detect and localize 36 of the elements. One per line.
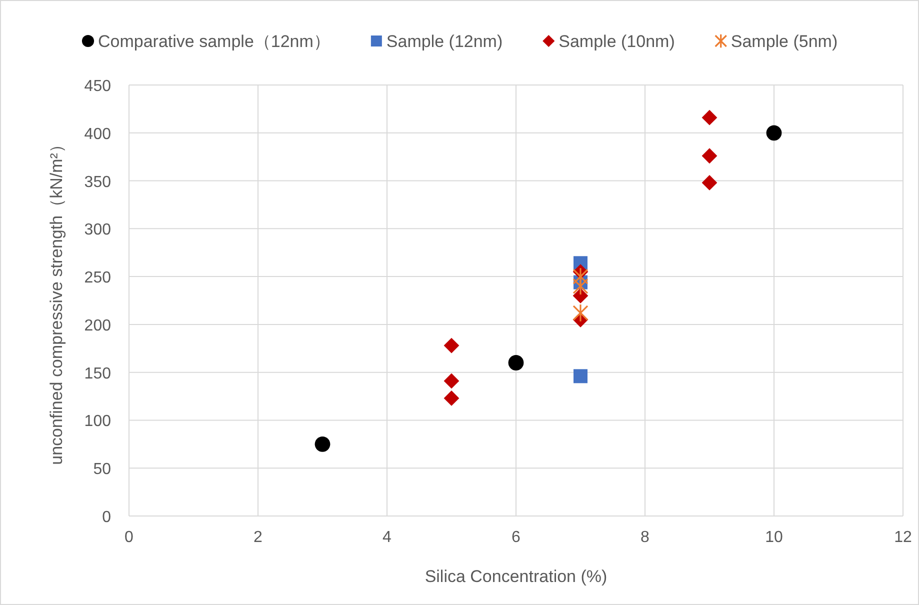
y-tick-label: 200 <box>84 317 112 334</box>
y-tick-label: 300 <box>84 222 112 239</box>
point <box>508 355 524 370</box>
point <box>314 436 330 452</box>
x-tick-label: 4 <box>382 529 392 546</box>
y-tick-label: 100 <box>84 413 112 430</box>
legend-label: Sample (5nm) <box>730 32 838 51</box>
point <box>444 390 460 406</box>
y-tick-label: 450 <box>84 78 112 95</box>
legend-label: Sample (12nm) <box>386 32 503 51</box>
y-tick-label: 50 <box>93 461 112 478</box>
point <box>702 110 718 126</box>
x-tick-label: 0 <box>124 529 134 546</box>
x-tick-label: 12 <box>894 529 912 546</box>
y-tick-label: 350 <box>84 174 112 191</box>
point <box>702 174 718 190</box>
point <box>572 276 588 296</box>
y-axis-title: unconfined compressive strength（kN/m²） <box>47 136 66 465</box>
x-tick-label: 10 <box>765 529 783 546</box>
point <box>766 125 782 141</box>
y-tick-label: 250 <box>84 270 112 287</box>
legend-label: Sample (10nm) <box>558 32 675 51</box>
point <box>444 373 460 389</box>
legend-label: Comparative sample（12nm） <box>98 32 330 51</box>
point <box>572 267 588 286</box>
x-axis-title: Silica Concentration (%) <box>424 567 608 586</box>
point <box>702 148 718 164</box>
x-tick-label: 8 <box>640 529 650 546</box>
x-tick-label: 2 <box>254 529 263 546</box>
point <box>574 369 588 384</box>
point <box>572 304 588 322</box>
point <box>444 338 460 354</box>
y-tick-label: 400 <box>84 126 112 143</box>
y-tick-label: 150 <box>84 365 112 382</box>
y-tick-label: 0 <box>102 509 112 526</box>
x-tick-label: 6 <box>512 529 521 546</box>
